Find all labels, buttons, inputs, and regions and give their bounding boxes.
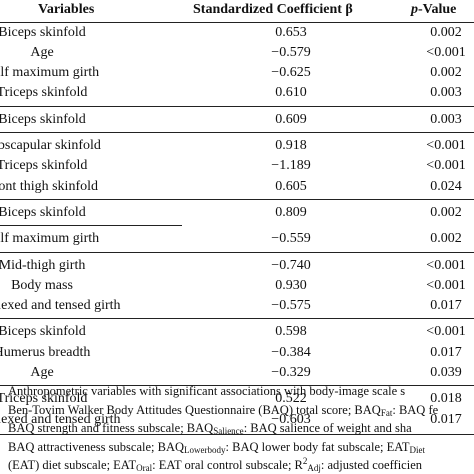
cell-p-value: 0.018 [430,391,462,407]
header-p-italic: p [411,2,418,17]
cell-p-value: 0.002 [430,231,462,247]
header-coefficient: Standardized Coefficient β [193,2,353,17]
cell-p-value: 0.002 [430,204,462,220]
cell-coefficient: −0.625 [271,65,311,81]
group-rule [0,318,474,320]
cell-variable: Humerus breadth [0,344,91,360]
cell-variable: Calf maximum girth [0,231,100,247]
header-p-suffix: -Value [418,2,457,17]
cell-p-value: 0.002 [430,65,462,81]
cell-variable: Arm flexed and tensed girth [0,411,121,427]
cell-p-value: 0.003 [430,111,462,127]
footnote-subscript: Salience [213,426,244,437]
footnote-text: BAQ attractiveness subscale; BAQ [8,439,185,454]
header-rule [0,22,474,23]
cell-p-value: <0.001 [426,44,466,60]
cell-coefficient: −0.384 [271,344,311,360]
cell-coefficient: 0.609 [275,111,307,127]
footnote-line-2: Ben-Tovim Walker Body Attitudes Question… [8,401,474,420]
cell-variable: Calf maximum girth [0,65,100,81]
table-footnote: Anthropometric variables with significan… [8,382,474,474]
cell-variable: Triceps skinfold [0,158,88,174]
group-rule [0,105,474,107]
cell-coefficient: 0.653 [275,24,307,40]
cell-p-value: <0.001 [426,138,466,153]
cell-variable: Biceps skinfold [0,24,86,40]
group-rule [0,385,474,387]
cell-p-value: 0.024 [430,178,462,194]
cell-variable: Arm flexed and tensed girth [0,298,121,314]
header-p-value: p-Value [411,2,456,18]
cell-variable: Mid-thigh girth [0,257,86,273]
cell-p-value: 0.002 [430,24,462,40]
cell-coefficient: 0.598 [275,324,307,340]
cell-coefficient: −0.603 [271,411,311,427]
cell-p-value: 0.003 [430,85,462,101]
cell-p-value: <0.001 [426,324,466,340]
footnote-text: : BAQ fe [392,402,439,417]
cell-coefficient: 0.930 [275,277,307,293]
cell-p-value: 0.017 [430,298,462,314]
header-variables: Variables [38,2,95,17]
group-rule [0,132,474,133]
footnote-text: BAQ strength and fitness subscale; BAQ [8,421,214,436]
cell-variable: Biceps skinfold [0,324,86,340]
cell-variable: Age [30,44,54,60]
cell-variable: Age [30,365,54,380]
table-bottom-rule [0,433,474,435]
cell-coefficient: −0.579 [271,44,311,60]
footnote-subscript: Diet [409,444,426,455]
cell-p-value: 0.039 [430,365,462,380]
footnote-line-5: (EAT) diet subscale; EATOral: EAT oral c… [8,456,474,474]
cell-p-value: 0.017 [430,411,462,427]
footnote-subscript: Lowerbody [184,444,226,455]
cell-variable: Biceps skinfold [0,204,86,220]
cell-variable: Triceps skinfold [0,85,88,101]
footnote-subscript: Adj [307,463,321,474]
footnote-text: : BAQ lower body fat subscale; EAT [225,439,410,454]
cell-p-value: <0.001 [426,277,466,293]
cell-coefficient: 0.918 [275,138,307,153]
cell-coefficient: −0.575 [271,298,311,314]
footnote-text: (EAT) diet subscale; EAT [8,458,137,473]
cell-coefficient: 0.610 [275,85,307,101]
footnote-line-1: Anthropometric variables with significan… [8,382,474,401]
cell-variable: Body mass [11,277,73,293]
cell-coefficient: 0.605 [275,178,307,194]
group-rule-partial [0,225,182,227]
footnote-superscript: 2 [302,456,308,467]
cell-variable: Biceps skinfold [0,111,86,127]
cell-variable: Front thigh skinfold [0,178,98,194]
cell-coefficient: 0.522 [275,391,307,407]
footnote-text: Ben-Tovim Walker Body Attitudes Question… [8,402,381,417]
cell-coefficient: −1.189 [271,158,311,174]
cell-p-value: 0.017 [430,344,462,360]
footnote-text: : EAT oral control subscale; R [152,458,303,473]
footnote-line-4: BAQ attractiveness subscale; BAQLowerbod… [8,438,474,457]
cell-p-value: <0.001 [426,257,466,273]
table-header: Variables Standardized Coefficient β p-V… [0,0,474,22]
footnote-text: : adjusted coefficien [320,458,422,473]
group-rule [0,251,474,253]
footnote-subscript: Oral [136,463,153,474]
footnote-line-3: BAQ strength and fitness subscale; BAQSa… [8,419,474,438]
footnote-text: Anthropometric variables with significan… [8,384,406,398]
cell-p-value: <0.001 [426,158,466,174]
cell-coefficient: −0.329 [271,365,311,380]
cell-coefficient: −0.740 [271,257,311,273]
cell-coefficient: −0.559 [271,231,311,247]
cell-variable: Triceps skinfold [0,391,88,407]
footnote-subscript: Fat [380,407,393,418]
footnote-text: : BAQ salience of weight and sha [243,421,412,436]
cell-variable: Subscapular skinfold [0,138,101,153]
cell-coefficient: 0.809 [275,204,307,220]
group-rule [0,198,474,200]
